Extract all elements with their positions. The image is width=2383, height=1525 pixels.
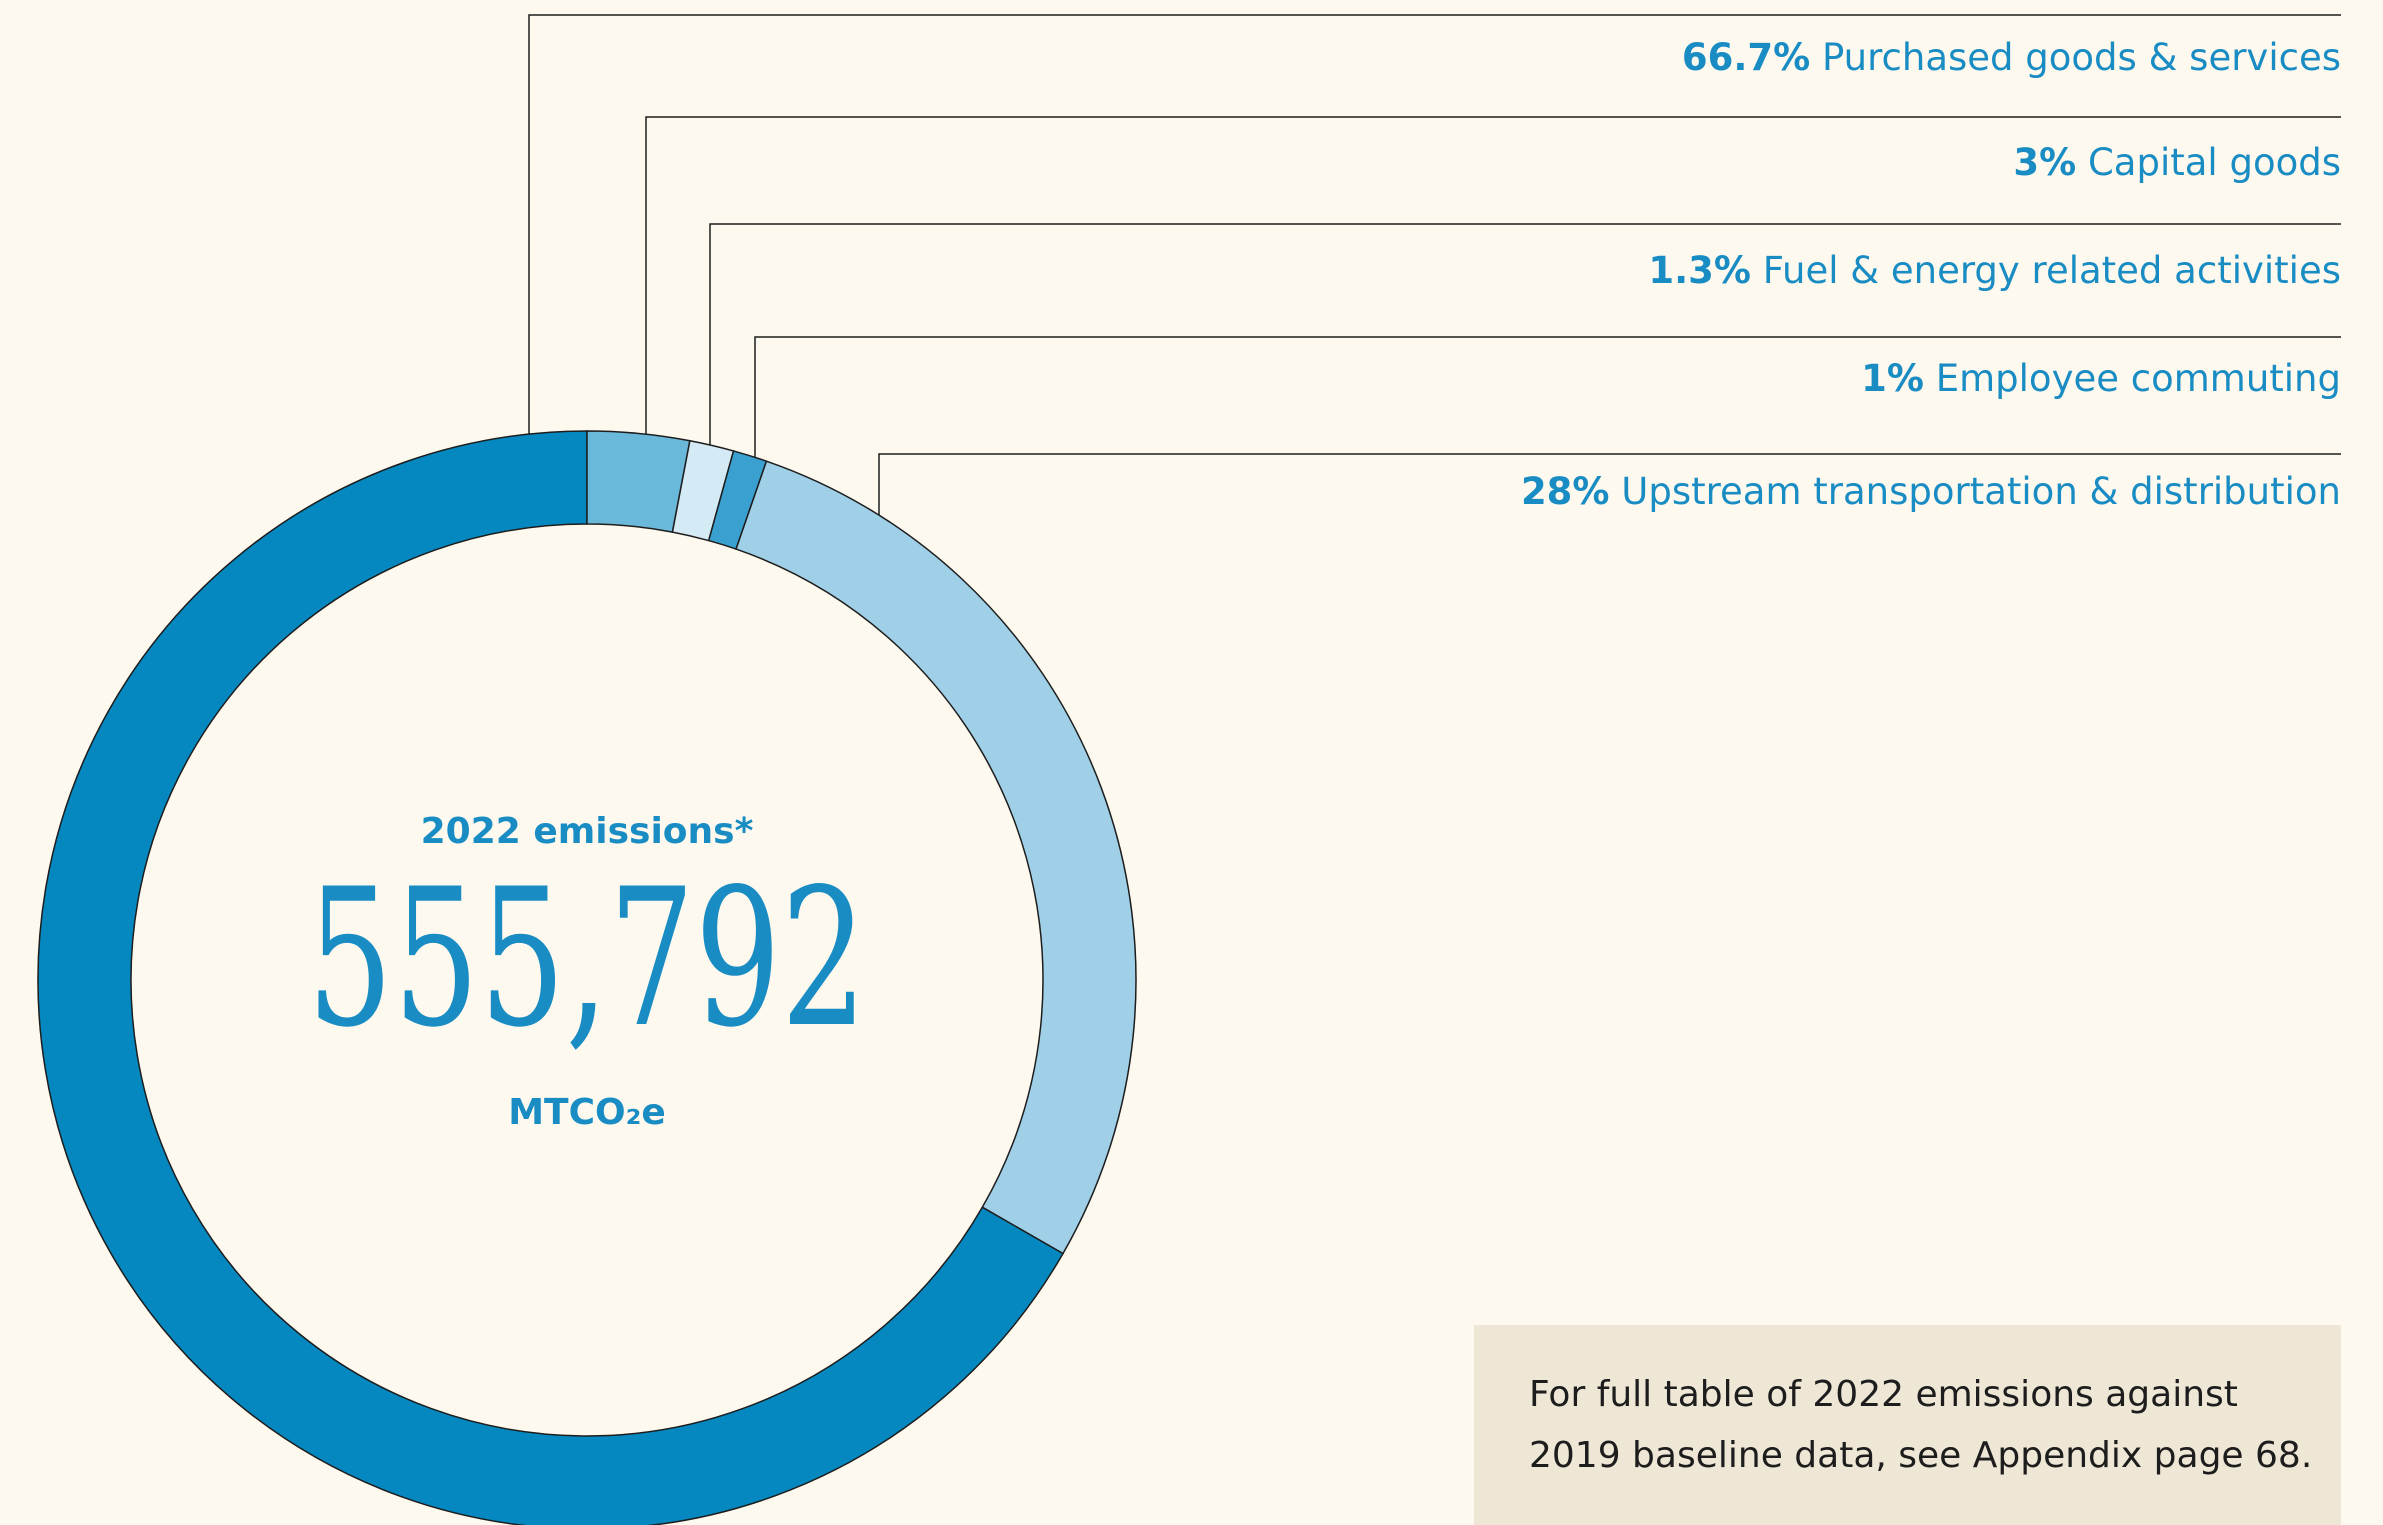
legend-label: 3% Capital goods <box>2013 141 2341 184</box>
leader-line <box>645 116 2341 435</box>
donut-segment <box>586 430 691 533</box>
legend-value: 1.3% <box>1648 249 1751 292</box>
legend-label: 1.3% Fuel & energy related activities <box>1648 249 2341 292</box>
legend-name: Upstream transportation & distribution <box>1621 470 2341 513</box>
leaders: 66.7% Purchased goods & services 3% Capit… <box>528 14 2341 516</box>
legend-name: Employee commuting <box>1936 357 2341 400</box>
note-line: For full table of 2022 emissions against <box>1529 1374 2238 1415</box>
legend-value: 28% <box>1521 470 1610 513</box>
legend-name: Capital goods <box>2088 141 2341 184</box>
legend-label: 66.7% Purchased goods & services <box>1682 36 2341 79</box>
center-value: 555,792 <box>307 848 867 1069</box>
leader-line <box>878 453 2341 516</box>
legend-label: 28% Upstream transportation & distributi… <box>1521 470 2341 513</box>
donut-segment <box>735 460 1137 1255</box>
leader-line <box>754 336 2341 458</box>
legend-value: 3% <box>2013 141 2076 184</box>
leader-line <box>709 223 2341 445</box>
center-unit: MTCO₂e <box>508 1092 666 1133</box>
legend-name: Fuel & energy related activities <box>1763 249 2341 292</box>
legend-name: Purchased goods & services <box>1822 36 2341 79</box>
legend-label: 1% Employee commuting <box>1861 357 2341 400</box>
legend-value: 1% <box>1861 357 1924 400</box>
legend-value: 66.7% <box>1682 36 1810 79</box>
note-box <box>1474 1325 2341 1525</box>
leader-line <box>528 14 2341 435</box>
center-title: 2022 emissions* <box>421 811 754 852</box>
note-line: 2019 baseline data, see Appendix page 68… <box>1529 1435 2312 1476</box>
donut-segment <box>37 430 1065 1525</box>
donut <box>37 430 1137 1525</box>
